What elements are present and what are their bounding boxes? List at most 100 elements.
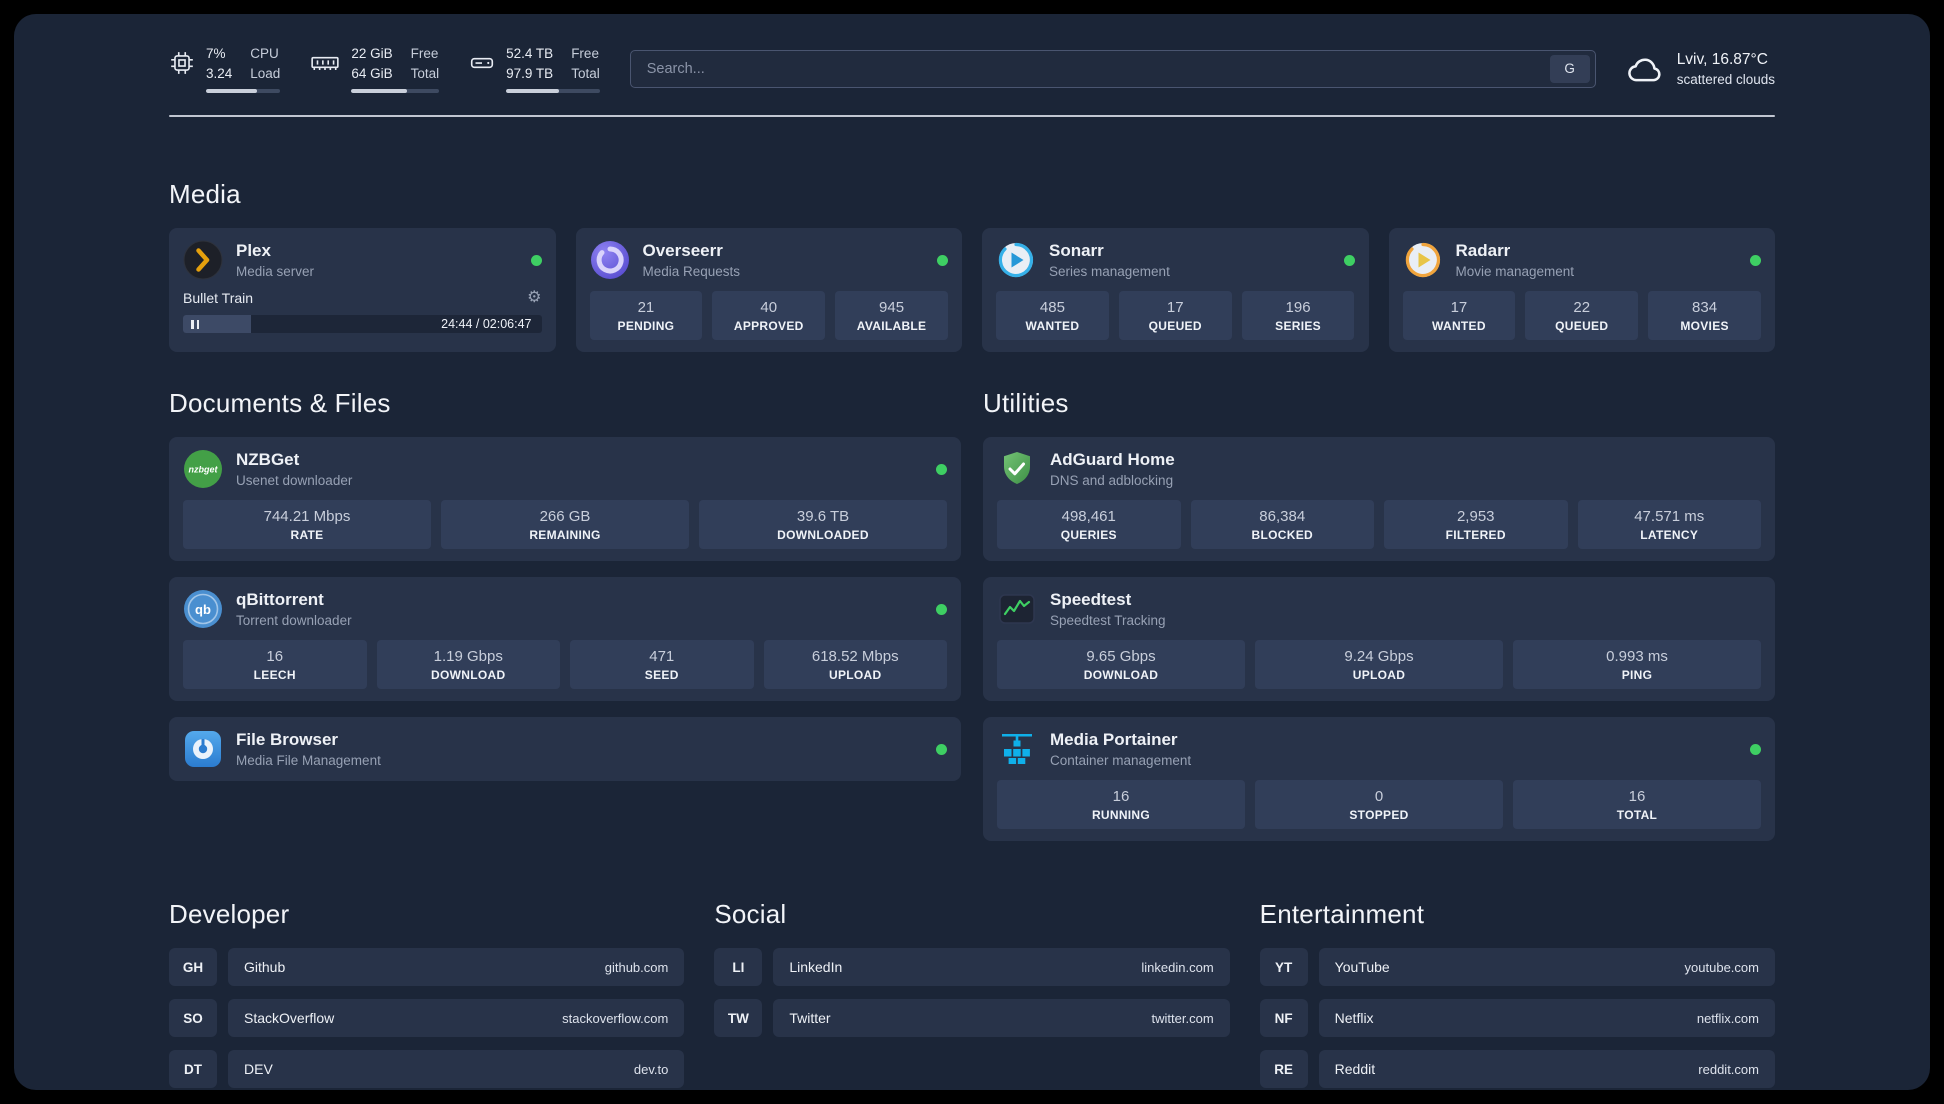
app-desc: Movie management bbox=[1455, 264, 1575, 280]
stat-tile: 9.65 Gbps DOWNLOAD bbox=[997, 640, 1245, 690]
topbar: 7% 3.24 CPU Load 22 GiB bbox=[169, 44, 1775, 94]
portainer-whale-icon bbox=[997, 729, 1037, 769]
svg-text:qb: qb bbox=[195, 602, 211, 617]
app-desc: Container management bbox=[1050, 753, 1192, 769]
stat-tile: 196 SERIES bbox=[1241, 291, 1355, 341]
bookmark-abbr[interactable]: NF bbox=[1259, 999, 1308, 1038]
stat-tile: 21 PENDING bbox=[589, 291, 703, 341]
app-card-nzbget[interactable]: nzbget NZBGet Usenet downloader 744.21 M… bbox=[169, 437, 961, 562]
overseerr-icon bbox=[590, 240, 630, 280]
section-title-documents: Documents & Files bbox=[169, 388, 391, 419]
stat-tile: 40 APPROVED bbox=[712, 291, 826, 341]
app-card-sonarr[interactable]: Sonarr Series management 485 WANTED 17 QUE… bbox=[982, 228, 1369, 353]
section-title-utilities: Utilities bbox=[983, 388, 1069, 419]
bookmark-link[interactable]: LinkedIn linkedin.com bbox=[773, 948, 1230, 987]
disk-label-1: Free bbox=[571, 46, 599, 61]
status-dot bbox=[937, 254, 948, 266]
nzbget-icon: nzbget bbox=[183, 449, 223, 489]
bookmark-abbr[interactable]: YT bbox=[1259, 948, 1308, 987]
media-grid: Plex Media server Bullet Train ⚙ 24:44 /… bbox=[169, 228, 1775, 353]
bookmark-abbr[interactable]: GH bbox=[169, 948, 217, 987]
stat-tile: 2,953 FILTERED bbox=[1384, 500, 1568, 550]
app-card-plex[interactable]: Plex Media server Bullet Train ⚙ 24:44 /… bbox=[169, 228, 556, 353]
app-card-overseerr[interactable]: Overseerr Media Requests 21 PENDING 40 APP… bbox=[575, 228, 962, 353]
bookmark-link[interactable]: Twitter twitter.com bbox=[773, 999, 1230, 1038]
stat-tile: 266 GB REMAINING bbox=[441, 500, 689, 550]
gear-icon[interactable]: ⚙ bbox=[527, 289, 542, 307]
topbar-divider bbox=[169, 115, 1775, 118]
stat-tile: 471 SEED bbox=[570, 640, 754, 690]
cpu-percent: 7% bbox=[206, 46, 226, 61]
qbittorrent-icon: qb bbox=[183, 589, 223, 629]
status-dot bbox=[1750, 743, 1761, 755]
disk-label-2: Total bbox=[571, 65, 600, 81]
search-bar: G bbox=[629, 49, 1596, 88]
bookmark-abbr[interactable]: TW bbox=[714, 999, 763, 1038]
search-input[interactable] bbox=[630, 50, 1550, 87]
app-name: Radarr bbox=[1455, 241, 1511, 261]
app-desc: Media Requests bbox=[642, 264, 741, 280]
cpu-label-2: Load bbox=[250, 65, 281, 81]
status-dot bbox=[936, 603, 947, 615]
stat-tile: 945 AVAILABLE bbox=[835, 291, 948, 341]
bookmark-link[interactable]: Netflix netflix.com bbox=[1318, 999, 1775, 1038]
app-desc: Media server bbox=[236, 264, 315, 280]
app-card-speedtest[interactable]: Speedtest Speedtest Tracking 9.65 Gbps DO… bbox=[983, 577, 1775, 702]
app-name: Overseerr bbox=[642, 241, 723, 261]
weather-condition: scattered clouds bbox=[1676, 71, 1775, 87]
stat-tile: 0.993 ms PING bbox=[1513, 640, 1761, 690]
radarr-icon bbox=[1403, 240, 1443, 280]
stat-tile: 17 WANTED bbox=[1402, 291, 1516, 341]
search-engine-button[interactable]: G bbox=[1549, 54, 1590, 83]
bookmark-link[interactable]: StackOverflow stackoverflow.com bbox=[228, 999, 685, 1038]
bookmark-abbr[interactable]: DT bbox=[169, 1050, 217, 1089]
stat-tile: 9.24 Gbps UPLOAD bbox=[1255, 640, 1503, 690]
section-title-social: Social bbox=[714, 899, 787, 930]
app-card-radarr[interactable]: Radarr Movie management 17 WANTED 22 QUEUE… bbox=[1388, 228, 1775, 353]
bookmark-abbr[interactable]: SO bbox=[169, 999, 217, 1038]
app-desc: DNS and adblocking bbox=[1050, 473, 1174, 489]
status-dot bbox=[530, 254, 542, 266]
app-name: File Browser bbox=[236, 730, 339, 750]
app-card-qbittorrent[interactable]: qb qBittorrent Torrent downloader 16 LEEC… bbox=[169, 577, 961, 702]
cpu-bar bbox=[206, 89, 281, 94]
pause-icon[interactable] bbox=[191, 319, 199, 329]
stat-tile: 16 LEECH bbox=[183, 640, 367, 690]
app-card-portainer[interactable]: Media Portainer Container management 16 R… bbox=[983, 717, 1775, 842]
bookmark-row-netflix: NF Netflix netflix.com bbox=[1259, 999, 1775, 1038]
cpu-chip-icon bbox=[171, 52, 193, 74]
app-desc: Series management bbox=[1049, 264, 1170, 280]
app-desc: Torrent downloader bbox=[236, 613, 352, 629]
stat-tile: 485 WANTED bbox=[996, 291, 1109, 341]
social-column: Social LI LinkedIn linkedin.com TW Twitt… bbox=[714, 899, 1230, 1088]
bookmark-link[interactable]: DEV dev.to bbox=[228, 1050, 685, 1089]
ram-bar-fill bbox=[351, 89, 407, 94]
weather-location: Lviv, 16.87°C bbox=[1676, 50, 1768, 68]
bookmark-abbr[interactable]: LI bbox=[714, 948, 763, 987]
ram-free-value: 22 GiB bbox=[351, 46, 393, 61]
bookmark-link[interactable]: Github github.com bbox=[228, 948, 685, 987]
app-name: NZBGet bbox=[236, 450, 300, 470]
stat-tile: 16 RUNNING bbox=[997, 780, 1245, 830]
app-card-adguard[interactable]: AdGuard Home DNS and adblocking 498,461 Q… bbox=[983, 437, 1775, 562]
plex-time: 24:44 / 02:06:47 bbox=[441, 317, 532, 332]
bookmark-abbr[interactable]: RE bbox=[1259, 1050, 1308, 1089]
bookmark-row-stackoverflow: SO StackOverflow stackoverflow.com bbox=[169, 999, 685, 1038]
bookmark-link[interactable]: Reddit reddit.com bbox=[1318, 1050, 1775, 1089]
plex-progress-fill bbox=[183, 315, 252, 334]
bookmark-row-twitter: TW Twitter twitter.com bbox=[714, 999, 1230, 1038]
bookmark-row-reddit: RE Reddit reddit.com bbox=[1259, 1050, 1775, 1089]
bookmark-link[interactable]: YouTube youtube.com bbox=[1318, 948, 1775, 987]
sonarr-icon bbox=[996, 240, 1036, 280]
app-desc: Speedtest Tracking bbox=[1050, 613, 1166, 629]
stat-tile: 618.52 Mbps UPLOAD bbox=[763, 640, 947, 690]
stat-tile: 16 TOTAL bbox=[1513, 780, 1761, 830]
plex-icon bbox=[183, 240, 223, 280]
cpu-load-value: 3.24 bbox=[206, 65, 233, 81]
stat-tile: 498,461 QUERIES bbox=[997, 500, 1181, 550]
disk-free-value: 52.4 TB bbox=[506, 46, 554, 61]
app-card-filebrowser[interactable]: File Browser Media File Management bbox=[169, 717, 961, 782]
plex-progress-bar[interactable]: 24:44 / 02:06:47 bbox=[183, 315, 542, 334]
stat-tile: 744.21 Mbps RATE bbox=[183, 500, 431, 550]
svg-text:nzbget: nzbget bbox=[189, 465, 219, 475]
